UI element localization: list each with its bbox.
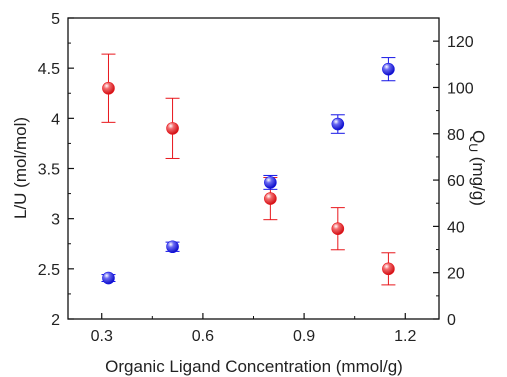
y-left-tick-label: 2.5 xyxy=(38,262,60,279)
red-series-point xyxy=(102,81,115,95)
red-series-point xyxy=(382,262,395,276)
x-tick-label: 0.6 xyxy=(192,328,214,345)
x-tick-label: 1.2 xyxy=(394,328,416,345)
y-left-tick-label: 4.5 xyxy=(38,61,60,78)
y-right-tick-label: 40 xyxy=(447,219,465,236)
y-right-tick-label: 0 xyxy=(447,312,456,329)
y-left-tick-label: 4 xyxy=(51,111,60,128)
y-left-tick-label: 5 xyxy=(51,11,60,28)
blue-series-point xyxy=(331,117,345,131)
red-series-point xyxy=(166,122,179,135)
plot-frame xyxy=(67,17,440,320)
y-right-tick-label: 20 xyxy=(447,266,465,283)
y-left-tick-label: 2 xyxy=(51,312,60,329)
y-right-tick-label: 100 xyxy=(447,80,474,97)
x-axis-title: Organic Ligand Concentration (mmol/g) xyxy=(105,357,403,376)
data-series-layer xyxy=(101,53,396,286)
y-left-tick-label: 3 xyxy=(51,212,60,229)
y-left-tick-label: 3.5 xyxy=(38,162,60,179)
y-right-tick-label: 80 xyxy=(447,127,465,144)
x-tick-label: 0.9 xyxy=(293,328,315,345)
y-right-tick-label: 60 xyxy=(447,173,465,190)
blue-series-point xyxy=(166,240,179,254)
blue-series-point xyxy=(382,62,395,76)
y-left-axis-ticks: 2 2.5 3 3.5 4 4.5 5 xyxy=(38,11,74,329)
y-left-axis-title: L/U (mol/mol) xyxy=(11,117,30,219)
x-tick-label: 0.3 xyxy=(91,328,113,345)
red-series-point xyxy=(331,222,345,235)
x-axis-ticks: 0.3 0.6 0.9 1.2 xyxy=(91,313,416,345)
blue-series-point xyxy=(264,176,277,189)
y-right-axis-title: QU (mg/g) xyxy=(466,130,488,206)
red-series-point xyxy=(264,192,277,205)
y-right-tick-label: 120 xyxy=(447,34,474,51)
blue-series-point xyxy=(102,271,115,285)
y-right-axis-ticks: 0 20 40 60 80 100 120 xyxy=(433,34,474,329)
